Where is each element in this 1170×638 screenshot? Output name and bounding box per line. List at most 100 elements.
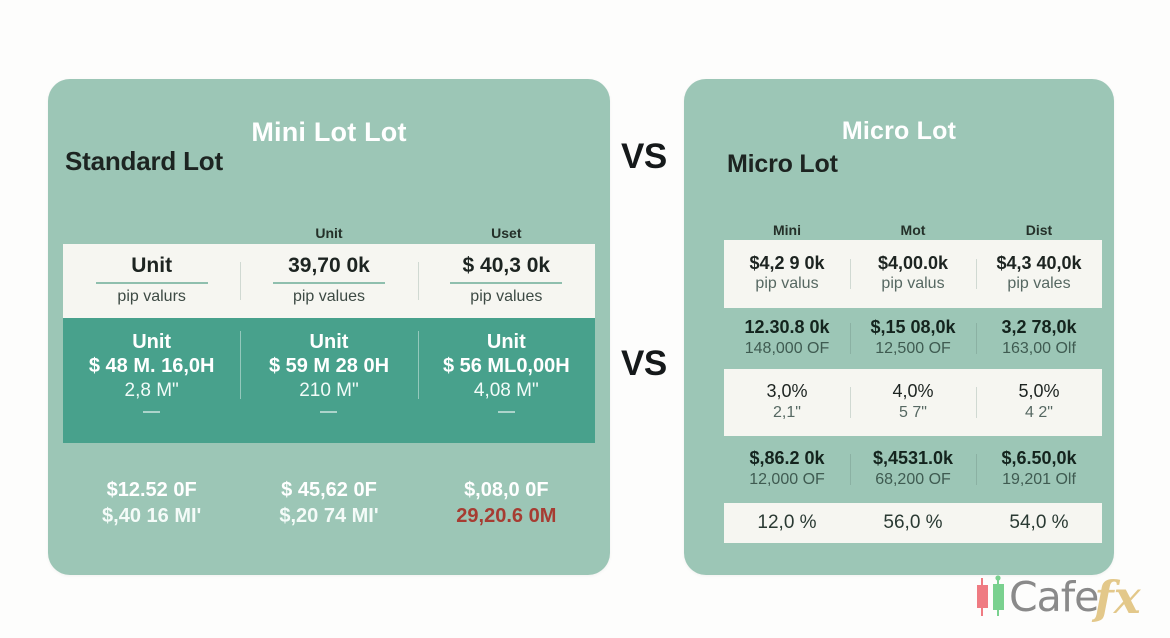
table-cell: 3,0% 2,1" bbox=[724, 381, 850, 423]
table-cell: Unit $ 48 M. 16,0H 2,8 M" bbox=[63, 318, 240, 413]
table-cell: $,15 08,0k 12,500 OF bbox=[850, 317, 976, 359]
cafefx-logo: Cafe fx bbox=[973, 567, 1155, 627]
table-cell: $,6.50,0k 19,201 Olf bbox=[976, 448, 1102, 490]
cell-value: Unit bbox=[131, 254, 173, 278]
cell-subvalue: 148,000 OF bbox=[744, 339, 830, 357]
left-card-overlay-title: Mini Lot Lot bbox=[251, 117, 407, 147]
right-card-title: Micro Lot bbox=[727, 150, 838, 178]
cell-value: $ 56 ML0,00H bbox=[442, 355, 570, 377]
cell-heading: Unit bbox=[132, 331, 172, 353]
vs-label-bottom: VS bbox=[621, 344, 667, 383]
table-cell: $ 40,3 0k pip values bbox=[417, 254, 595, 308]
table-cell: $ 45,62 0F $,20 74 MI' bbox=[240, 479, 417, 529]
table-cell: $,86.2 0k 12,000 OF bbox=[724, 448, 850, 490]
cell-heading: Unit bbox=[486, 331, 526, 353]
right-row-balances: $,86.2 0k 12,000 OF $,4531.0k 68,200 OF … bbox=[724, 436, 1102, 503]
table-cell: 5,0% 4 2" bbox=[976, 381, 1102, 423]
table-cell: Unit $ 56 ML0,00H 4,08 M" bbox=[417, 318, 595, 413]
cell-subvalue: 68,200 OF bbox=[875, 470, 951, 488]
right-row-percentages: 3,0% 2,1" 4,0% 5 7" 5,0% 4 2" bbox=[724, 369, 1102, 436]
cell-dash bbox=[143, 410, 161, 413]
right-colhead-mot: Mot bbox=[900, 222, 926, 238]
cell-value: $4,2 9 0k bbox=[749, 252, 825, 273]
table-cell: 3,2 78,0k 163,00 Olf bbox=[976, 317, 1102, 359]
cell-label: pip values bbox=[292, 287, 366, 305]
table-cell: $,4531.0k 68,200 OF bbox=[850, 448, 976, 490]
value-underline bbox=[273, 281, 385, 284]
value-underline bbox=[95, 281, 208, 284]
right-card-overlay-title: Micro Lot bbox=[841, 117, 957, 145]
cell-value: 54,0 % bbox=[1009, 511, 1069, 533]
cell-value: $4,3 40,0k bbox=[996, 252, 1082, 273]
right-colhead-mini: Mini bbox=[773, 222, 801, 238]
left-colhead-1 bbox=[63, 225, 240, 241]
right-card-column-headers: Mini Mot Dist bbox=[724, 222, 1102, 238]
cell-dash bbox=[320, 410, 338, 413]
logo-wordmark: Cafe bbox=[1009, 572, 1099, 621]
right-colhead-dist: Dist bbox=[1025, 222, 1053, 238]
cell-value: $,4531.0k bbox=[872, 448, 954, 469]
micro-lot-card: Micro Lot Micro Lot Mini Mot Dist $4,2 9… bbox=[684, 79, 1114, 575]
table-cell: Unit pip valurs bbox=[63, 254, 240, 308]
cell-label: pip values bbox=[470, 287, 543, 305]
left-card-column-headers: Unit Uset bbox=[63, 225, 595, 241]
cell-value: 4,0% bbox=[892, 381, 934, 402]
table-cell: 4,0% 5 7" bbox=[850, 381, 976, 423]
table-cell: 12.30.8 0k 148,000 OF bbox=[724, 317, 850, 359]
cell-value: 12,0 % bbox=[757, 511, 817, 533]
cell-value: $ 59 M 28 0H bbox=[268, 355, 390, 377]
cell-value: 3,2 78,0k bbox=[1001, 317, 1077, 338]
left-row-totals: $12.52 0F $,40 16 MI' $ 45,62 0F $,20 74… bbox=[63, 454, 595, 554]
table-cell: $,08,0 0F 29,20.6 0M bbox=[418, 479, 595, 529]
left-colhead-3: Uset bbox=[491, 225, 522, 241]
cell-subvalue: 163,00 Olf bbox=[1002, 339, 1076, 357]
cell-subvalue: $,40 16 MI' bbox=[102, 504, 202, 527]
left-row-units: Unit $ 48 M. 16,0H 2,8 M" Unit $ 59 M 28… bbox=[63, 318, 595, 443]
cell-label: pip vales bbox=[1007, 275, 1071, 293]
cell-value: $ 48 M. 16,0H bbox=[88, 355, 215, 377]
cell-subvalue: $,20 74 MI' bbox=[279, 504, 379, 527]
left-card-title: Standard Lot bbox=[65, 146, 223, 176]
cell-value: $12.52 0F bbox=[106, 479, 197, 502]
right-row-pip-values: $4,2 9 0k pip valus $4,00.0k pip valus $… bbox=[724, 240, 1102, 308]
cell-label: pip valus bbox=[755, 275, 819, 293]
right-row-percent-footer: 12,0 % 56,0 % 54,0 % bbox=[724, 503, 1102, 543]
table-cell: 12,0 % bbox=[724, 512, 850, 534]
cell-label: pip valus bbox=[881, 275, 945, 293]
cell-dash bbox=[497, 410, 515, 413]
cell-label: pip valurs bbox=[117, 287, 186, 305]
left-row-pip-values: Unit pip valurs 39,70 0k pip values $ 40… bbox=[63, 244, 595, 318]
table-cell: 54,0 % bbox=[976, 512, 1102, 534]
cell-subvalue: 12,500 OF bbox=[875, 339, 951, 357]
cell-subvalue: 4 2" bbox=[1025, 403, 1053, 421]
table-cell: $12.52 0F $,40 16 MI' bbox=[63, 479, 240, 529]
cell-subvalue: 210 M" bbox=[299, 380, 359, 401]
cell-value: 56,0 % bbox=[883, 511, 943, 533]
table-cell: 39,70 0k pip values bbox=[240, 254, 417, 308]
left-colhead-2: Unit bbox=[315, 225, 343, 241]
cell-subvalue: 5 7" bbox=[899, 403, 927, 421]
cell-value: 5,0% bbox=[1018, 381, 1060, 402]
cell-value: $,15 08,0k bbox=[870, 317, 956, 338]
vs-label-top: VS bbox=[621, 137, 667, 176]
cell-value: 3,0% bbox=[766, 381, 808, 402]
cell-subvalue: 2,8 M" bbox=[124, 380, 179, 401]
cell-value: $ 45,62 0F bbox=[281, 479, 377, 502]
cell-value: 39,70 0k bbox=[288, 254, 370, 278]
table-cell: $4,3 40,0k pip vales bbox=[976, 253, 1102, 295]
cell-subvalue: 19,201 Olf bbox=[1002, 470, 1076, 488]
cell-subvalue: 12,000 OF bbox=[749, 470, 825, 488]
table-cell: Unit $ 59 M 28 0H 210 M" bbox=[240, 318, 417, 413]
cell-subvalue: 2,1" bbox=[773, 403, 801, 421]
cell-value: $,08,0 0F bbox=[464, 479, 549, 502]
cell-value: 12.30.8 0k bbox=[744, 317, 830, 338]
table-cell: $4,2 9 0k pip valus bbox=[724, 253, 850, 295]
cell-value: $,6.50,0k bbox=[1001, 448, 1077, 469]
cell-value: $,86.2 0k bbox=[749, 448, 825, 469]
cell-subvalue: 4,08 M" bbox=[473, 380, 539, 401]
standard-lot-card: Mini Lot Lot Standard Lot Unit Uset Unit… bbox=[48, 79, 610, 575]
cell-value: $ 40,3 0k bbox=[462, 254, 551, 278]
table-cell: 56,0 % bbox=[850, 512, 976, 534]
candlestick-chart-icon bbox=[977, 575, 1004, 616]
